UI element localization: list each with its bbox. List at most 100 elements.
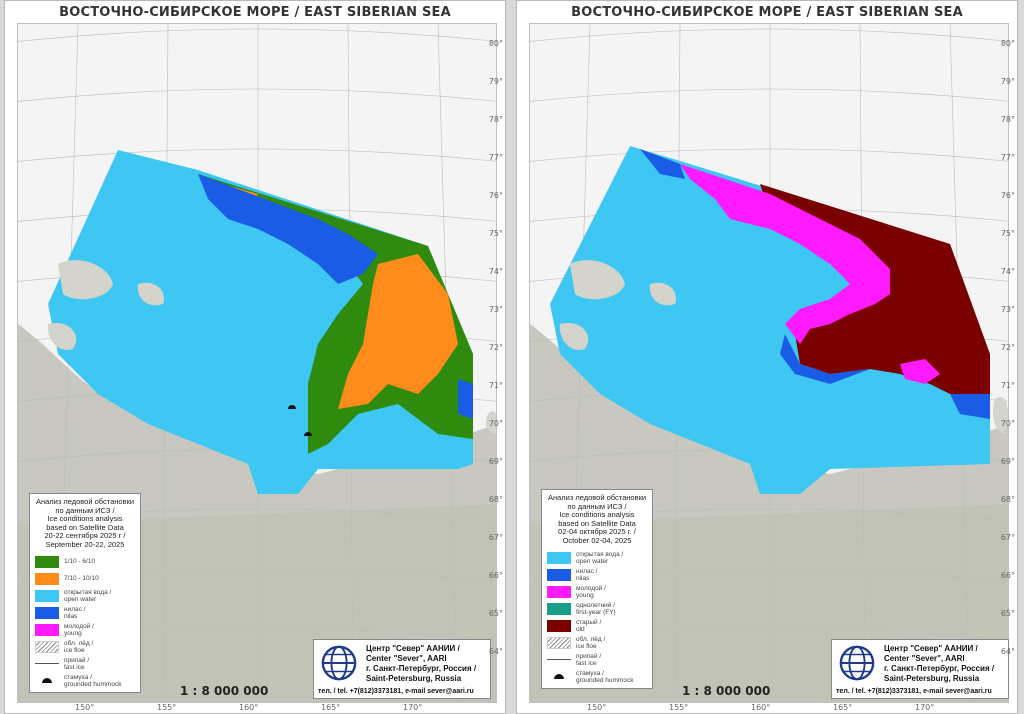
legend-label: старый / old [576,619,601,633]
legend-label-line: young [576,591,594,599]
org-line: Центр "Север" ААНИИ / [884,644,978,653]
map-title: ВОСТОЧНО-СИБИРСКОЕ МОРЕ / EAST SIBERIAN … [571,5,963,20]
legend-item: обл. лёд / ice floe [547,636,647,650]
legend-right: Анализ ледовой обстановки по данным ИСЗ … [541,489,653,689]
island [570,260,625,300]
legend-label-line: ice floe [576,642,597,650]
legend-title-line: Ice conditions analysis [47,514,123,523]
latitude-label: 78° [1000,115,1015,124]
longitude-label: 165° [833,703,853,712]
legend-label-line: nilas [576,574,590,582]
latitude-label: 74° [488,267,503,276]
latitude-label: 67° [488,533,503,542]
map-panel-left: ВОСТОЧНО-СИБИРСКОЕ МОРЕ / EAST SIBERIAN … [4,0,506,714]
org-line: Center "Sever", AARI [366,654,447,663]
legend-swatch [547,670,571,683]
map-panel-right: ВОСТОЧНО-СИБИРСКОЕ МОРЕ / EAST SIBERIAN … [516,0,1018,714]
legend-title-line: Анализ ледовой обстановки [547,493,647,502]
legend-label-line: нилас / [576,567,598,575]
legend-label-line: старый / [576,618,602,626]
legend-label-line: стамуха / [64,673,92,681]
legend-title-line: October 02-04, 2025 [562,535,632,545]
latitude-label: 75° [488,229,503,238]
latitude-label: 77° [488,153,503,162]
nilas-zone-2 [458,379,473,419]
legend-swatch [547,636,571,649]
legend-label-line: 1/10 - 6/10 [64,558,96,565]
legend-label-line: обл. лёд / [64,639,94,647]
legend-swatch [547,602,571,615]
legend-swatch [35,640,59,653]
legend-label-line: fast ice [576,659,597,667]
longitude-label: 150° [587,703,607,712]
legend-item: однолетний / first-year (FY) [547,601,647,616]
latitude-label: 65° [1000,609,1015,618]
young-ice-zone-2 [900,359,940,384]
latitude-label: 68° [488,495,503,504]
latitude-label: 77° [1000,153,1015,162]
latitude-label: 64° [488,647,503,656]
latitude-label: 72° [488,343,503,352]
legend-label-line: first-year (FY) [576,608,616,616]
legend-left: Анализ ледовой обстановки по данным ИСЗ … [29,493,141,693]
island [58,260,113,300]
legend-label-line: fast ice [64,663,85,671]
longitude-label: 165° [321,703,341,712]
legend-swatch [547,568,571,581]
legend-label-line: grounded hummock [64,680,122,688]
legend-title: Анализ ледовой обстановки по данным ИСЗ … [547,493,647,545]
latitude-label: 76° [488,191,503,200]
latitude-label: 71° [1000,381,1015,390]
legend-label-line: open water [64,595,97,603]
latitude-label: 64° [1000,647,1015,656]
legend-swatch [35,623,59,636]
map-area[interactable] [529,23,1009,703]
legend-label-line: припай / [576,652,602,660]
latitude-label: 79° [488,77,503,86]
legend-item: открытая вода / open water [547,551,647,565]
island [559,323,589,350]
legend-item: старый / old [547,619,647,633]
legend-label-line: нилас / [64,605,86,613]
latitude-label: 68° [1000,495,1015,504]
nilas-zone [198,174,378,284]
contact-text: тел. / tel. +7(812)3373181, e-mail sever… [836,688,992,695]
legend-swatch [547,585,571,598]
legend-label: молодой / young [576,585,606,599]
latitude-label: 71° [488,381,503,390]
legend-label: открытая вода / open water [576,551,623,565]
legend-item: 7/10 - 10/10 [35,572,135,585]
legend-item: припай / fast ice [547,652,647,667]
legend-label: припай / fast ice [64,657,89,671]
hummock-symbol [288,405,296,409]
hummock-icon [554,674,564,679]
legend-title-line: по данным ИСЗ / [55,505,115,515]
legend-title-line: по данным ИСЗ / [567,501,627,511]
latitude-label: 70° [488,419,503,428]
legend-label: обл. лёд / ice floe [576,636,605,650]
legend-title-line: based on Satellite Data [558,518,636,528]
legend-label-line: молодой / [64,622,94,630]
legend-label: 1/10 - 6/10 [64,558,95,565]
legend-swatch [547,653,571,666]
legend-label-line: young [64,629,82,637]
legend-label: нилас / nilas [64,606,86,620]
legend-label-line: однолетний / [576,601,615,609]
ice-zone-high [338,254,458,409]
legend-label-line: 7/10 - 10/10 [64,575,99,582]
legend-item: нилас / nilas [35,606,135,620]
longitude-label: 155° [157,703,177,712]
latitude-label: 74° [1000,267,1015,276]
org-line: г. Санкт-Петербург, Россия / [884,664,995,673]
young-ice-zone [680,164,890,344]
latitude-label: 80° [488,39,503,48]
legend-swatch [35,555,59,568]
legend-label: стамуха / grounded hummock [64,674,121,688]
latitude-label: 80° [1000,39,1015,48]
legend-swatch [35,589,59,602]
legend-title: Анализ ледовой обстановки по данным ИСЗ … [35,497,135,549]
hummock-symbol [304,432,312,436]
org-box: Центр "Север" ААНИИ / Center "Sever", AA… [313,639,491,699]
legend-items: открытая вода / open water нилас / nilas мол… [547,551,647,684]
legend-label: нилас / nilas [576,568,598,582]
